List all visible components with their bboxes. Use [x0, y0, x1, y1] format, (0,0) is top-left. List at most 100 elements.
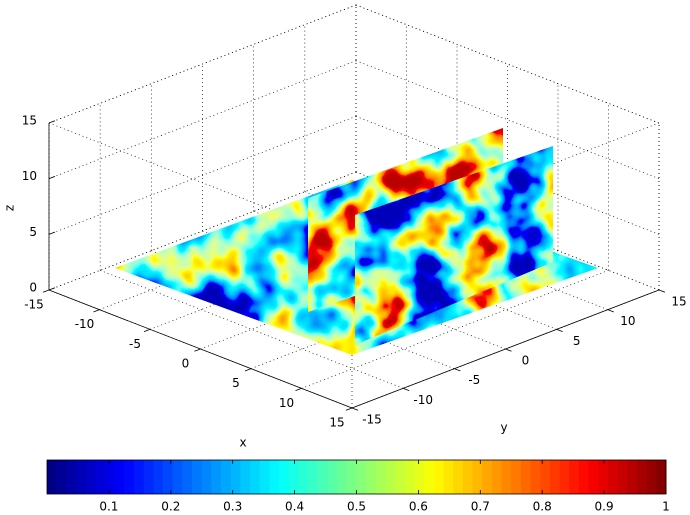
colorbar-swatch: [433, 460, 444, 494]
y-tick: [403, 387, 410, 392]
y-tick-label: -10: [413, 393, 433, 407]
colorbar-swatch: [124, 460, 135, 494]
colorbar-swatch: [501, 460, 512, 494]
colorbar-swatch: [56, 460, 67, 494]
colorbar-tick-label: 0.2: [161, 500, 180, 514]
colorbar-swatch: [472, 460, 483, 494]
colorbar-swatch: [134, 460, 145, 494]
x-tick-label: 10: [279, 396, 294, 410]
y-tick-label: 10: [620, 314, 635, 328]
colorbar-swatch: [279, 460, 290, 494]
y-tick: [607, 309, 614, 313]
colorbar-tick-label: 0.1: [99, 500, 118, 514]
grid-line: [48, 4, 357, 124]
colorbar-swatch: [414, 460, 425, 494]
x-tick-label: 0: [182, 357, 190, 371]
y-tick: [505, 348, 512, 352]
colorbar-swatch: [66, 460, 77, 494]
colorbar-swatch: [646, 460, 657, 494]
grid-line: [48, 171, 357, 291]
colorbar-swatch: [250, 460, 261, 494]
axes: -15 -10 -5 0 5 10 15 -15 -10 -5 0 5 10 15 0 5 10 15: [22, 114, 687, 430]
colorbar-swatch: [636, 460, 648, 494]
colorbar-swatch: [346, 460, 357, 494]
y-tick: [351, 407, 359, 411]
slices: [115, 128, 598, 355]
colorbar-swatch: [530, 460, 541, 494]
colorbar-swatch: [288, 460, 299, 494]
colorbar-swatch: [143, 460, 154, 494]
grid-line: [301, 270, 609, 389]
x-tick: [295, 387, 302, 392]
z-tick-label: 0: [29, 281, 37, 295]
grid-line: [48, 60, 357, 179]
colorbar-swatch: [105, 460, 116, 494]
colorbar-swatch: [356, 460, 367, 494]
z-tick: [48, 120, 56, 124]
colorbar-swatch: [327, 460, 338, 494]
z-tick-label: 5: [29, 225, 37, 239]
y-axis-label: y: [500, 421, 507, 435]
colorbar-swatch: [462, 460, 473, 494]
x-tick: [42, 289, 50, 293]
x-tick: [93, 309, 100, 313]
x-tick-label: -15: [24, 298, 44, 312]
z-tick: [48, 175, 56, 180]
x-tick-label: 5: [232, 376, 240, 390]
x-tick: [244, 368, 252, 372]
colorbar-swatch: [511, 460, 522, 494]
colorbar-swatch: [520, 460, 531, 494]
colorbar-tick-label: 0.4: [285, 500, 304, 514]
colorbar-swatch: [482, 460, 493, 494]
colorbar-swatch: [404, 460, 415, 494]
colorbar-swatch: [453, 460, 464, 494]
colorbar-swatch: [366, 460, 377, 494]
colorbar-swatch: [47, 460, 58, 494]
colorbar-swatch: [317, 460, 328, 494]
colorbar-swatch: [617, 460, 628, 494]
colorbar-swatch: [308, 460, 319, 494]
colorbar-swatch: [337, 460, 348, 494]
colorbar-swatch: [395, 460, 406, 494]
colorbar-swatch: [559, 460, 570, 494]
colorbar-swatch: [269, 460, 280, 494]
z-tick-label: 10: [22, 169, 37, 183]
slice-plane: [355, 146, 553, 345]
colorbar-tick-label: 0.8: [533, 500, 552, 514]
colorbar-tick-label: 0.5: [347, 500, 366, 514]
z-axis-label: z: [3, 205, 17, 211]
colorbar-swatch: [95, 460, 106, 494]
colorbar-swatch: [588, 460, 599, 494]
y-tick-label: 15: [671, 295, 686, 309]
y-tick: [556, 328, 563, 333]
x-tick-label: 15: [329, 416, 344, 430]
colorbar-swatch: [569, 460, 580, 494]
y-tick-label: 5: [573, 334, 581, 348]
colorbar-swatch: [540, 460, 551, 494]
colorbar-swatch: [598, 460, 609, 494]
x-tick: [345, 407, 353, 411]
z-tick-label: 15: [22, 114, 37, 128]
y-tick-label: -5: [468, 373, 480, 387]
grid-line: [48, 116, 357, 235]
z-tick: [48, 287, 56, 291]
colorbar-swatch: [424, 460, 435, 494]
colorbar-swatch: [153, 460, 164, 494]
colorbar-swatch: [578, 460, 590, 494]
colorbar-swatch: [221, 460, 232, 494]
x-tick: [194, 348, 201, 352]
colorbar-swatch: [192, 460, 203, 494]
colorbar-tick-label: 0.3: [223, 500, 242, 514]
colorbar-swatch: [85, 460, 96, 494]
colorbar-swatch: [385, 460, 396, 494]
colorbar-swatch: [114, 460, 125, 494]
x-tick-label: -5: [129, 337, 141, 351]
colorbar-swatch: [76, 460, 87, 494]
x-tick-label: -10: [75, 317, 95, 331]
colorbar-swatch: [172, 460, 183, 494]
colorbar-swatch: [298, 460, 309, 494]
colorbar-swatch: [627, 460, 638, 494]
y-tick: [658, 289, 666, 293]
colorbar: 0.1 0.2 0.3 0.4 0.5 0.6 0.7 0.8 0.9 1: [46, 459, 670, 514]
